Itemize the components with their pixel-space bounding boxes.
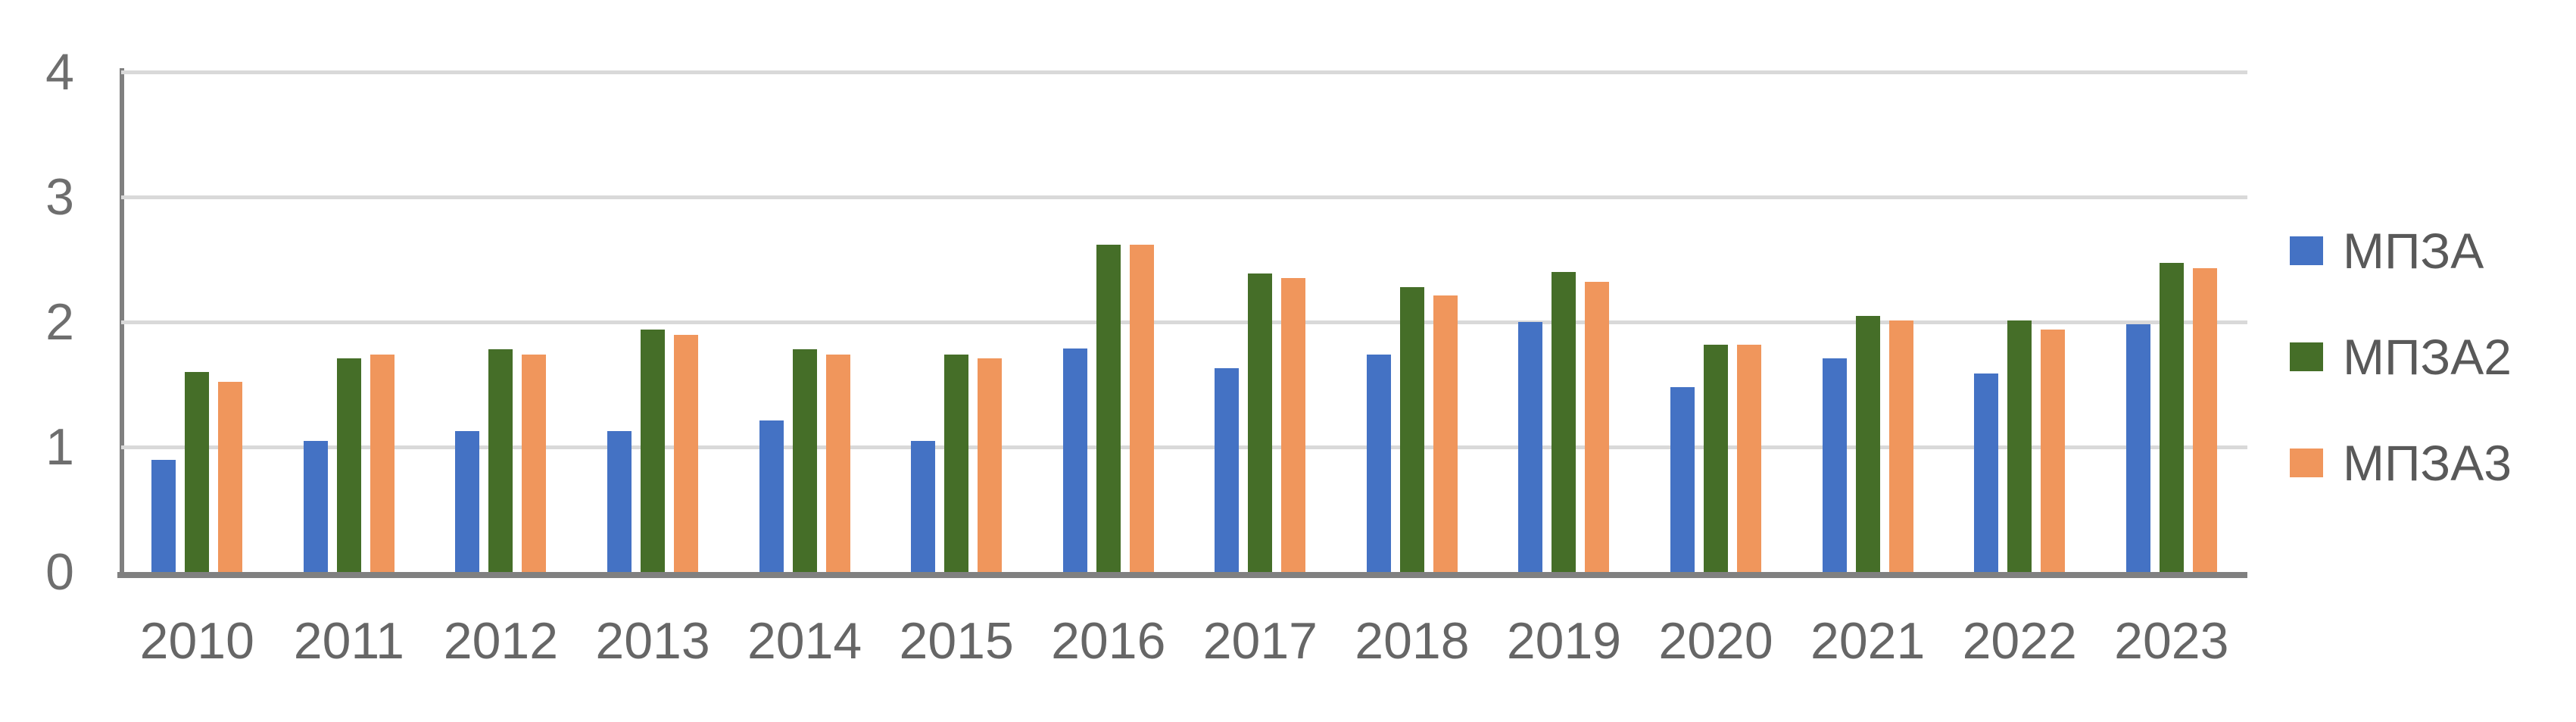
bar-МПЗА2-2015 <box>944 354 969 572</box>
bar-МПЗА3-2021 <box>1888 320 1913 572</box>
bar-МПЗА-2016 <box>1062 348 1087 572</box>
x-tick-label-2020: 2020 <box>1658 612 1773 670</box>
bar-МПЗА2-2011 <box>336 358 361 572</box>
bar-МПЗА2-2016 <box>1096 244 1121 572</box>
bar-МПЗА-2013 <box>607 430 632 572</box>
legend-label: МПЗА3 <box>2343 435 2512 491</box>
legend: МПЗА МПЗА2 МПЗА3 <box>2290 226 2512 488</box>
plot-area <box>121 70 2247 572</box>
bar-МПЗА-2020 <box>1670 386 1695 572</box>
bar-МПЗА-2023 <box>2125 324 2150 572</box>
x-tick-label-2013: 2013 <box>595 612 710 670</box>
bar-МПЗА3-2019 <box>1585 282 1610 572</box>
bar-МПЗА2-2018 <box>1399 286 1424 572</box>
category-group-2010 <box>121 72 273 572</box>
legend-label: МПЗА2 <box>2343 329 2512 385</box>
x-tick-label-2023: 2023 <box>2114 612 2229 670</box>
bar-МПЗА3-2010 <box>218 382 243 572</box>
category-group-2014 <box>728 72 881 572</box>
x-tick-label-2014: 2014 <box>747 612 862 670</box>
x-tick-label-2011: 2011 <box>293 612 404 670</box>
bar-МПЗА3-2018 <box>1433 295 1458 572</box>
bar-МПЗА3-2015 <box>978 358 1003 572</box>
y-tick-label: 1 <box>45 418 74 476</box>
bar-МПЗА3-2022 <box>2041 329 2066 572</box>
y-tick-label: 0 <box>45 543 74 601</box>
bar-МПЗА2-2013 <box>641 329 666 572</box>
legend-label: МПЗА <box>2343 223 2484 279</box>
x-tick-label-2019: 2019 <box>1506 612 1622 670</box>
legend-swatch-icon <box>2290 342 2323 371</box>
bar-МПЗА2-2020 <box>1704 344 1729 572</box>
x-tick-label-2012: 2012 <box>443 612 559 670</box>
gridline-y2 <box>121 320 2247 324</box>
category-group-2022 <box>1944 72 2096 572</box>
y-tick-label: 4 <box>45 43 74 101</box>
bar-МПЗА-2011 <box>303 440 328 572</box>
y-tick-label: 2 <box>45 293 74 351</box>
bars-row <box>121 72 2247 572</box>
x-tick-label-2016: 2016 <box>1051 612 1166 670</box>
category-group-2013 <box>577 72 729 572</box>
bar-МПЗА3-2014 <box>825 354 850 572</box>
bar-МПЗА2-2014 <box>792 349 817 572</box>
category-group-2020 <box>1640 72 1792 572</box>
x-tick-label-2015: 2015 <box>899 612 1014 670</box>
bar-МПЗА3-2023 <box>2192 268 2217 572</box>
x-tick-label-2021: 2021 <box>1810 612 1926 670</box>
legend-item-МПЗА3: МПЗА3 <box>2290 438 2512 488</box>
gridline-y4 <box>121 70 2247 74</box>
legend-item-МПЗА2: МПЗА2 <box>2290 332 2512 382</box>
bar-МПЗА3-2013 <box>674 334 699 572</box>
bar-МПЗА-2022 <box>1974 373 1999 572</box>
bar-МПЗА2-2012 <box>488 349 513 572</box>
category-group-2012 <box>425 72 577 572</box>
y-tick-label: 3 <box>45 168 74 226</box>
bar-МПЗА3-2012 <box>522 354 547 572</box>
bar-МПЗА3-2017 <box>1281 278 1306 572</box>
bar-МПЗА2-2023 <box>2159 263 2184 572</box>
bar-МПЗА2-2021 <box>1855 315 1880 572</box>
gridline-y3 <box>121 195 2247 199</box>
bar-МПЗА2-2010 <box>185 372 210 572</box>
bar-МПЗА-2021 <box>1822 358 1847 572</box>
bar-МПЗА-2015 <box>911 440 936 572</box>
bar-МПЗА-2018 <box>1366 354 1391 572</box>
legend-swatch-icon <box>2290 236 2323 265</box>
category-group-2016 <box>1032 72 1184 572</box>
bar-МПЗА3-2020 <box>1737 344 1762 572</box>
category-group-2015 <box>881 72 1033 572</box>
bar-МПЗА2-2017 <box>1248 273 1273 572</box>
category-group-2018 <box>1336 72 1489 572</box>
category-group-2011 <box>273 72 426 572</box>
bar-МПЗА2-2019 <box>1552 272 1576 572</box>
category-group-2019 <box>1488 72 1640 572</box>
legend-item-МПЗА: МПЗА <box>2290 226 2512 276</box>
bar-МПЗА-2017 <box>1215 368 1240 572</box>
bar-МПЗА-2019 <box>1518 322 1543 572</box>
bar-МПЗА-2014 <box>759 420 784 572</box>
bar-МПЗА3-2011 <box>370 354 395 572</box>
x-tick-label-2017: 2017 <box>1202 612 1318 670</box>
y-axis-ticks: 0 1 2 3 4 <box>0 46 85 598</box>
x-tick-label-2018: 2018 <box>1355 612 1470 670</box>
bar-МПЗА-2012 <box>455 430 480 572</box>
x-axis-line <box>117 572 2247 578</box>
legend-swatch-icon <box>2290 449 2323 477</box>
gridline-y1 <box>121 445 2247 449</box>
bar-МПЗА3-2016 <box>1129 244 1154 572</box>
category-group-2017 <box>1184 72 1336 572</box>
x-axis-ticks: 2010 2011 2012 2013 2014 2015 2016 2017 2018 2019… <box>121 615 2247 667</box>
bar-МПЗА2-2022 <box>2007 320 2032 572</box>
x-tick-label-2022: 2022 <box>1962 612 2077 670</box>
category-group-2021 <box>1792 72 1944 572</box>
x-tick-label-2010: 2010 <box>139 612 254 670</box>
bar-МПЗА-2010 <box>151 459 176 572</box>
category-group-2023 <box>2096 72 2248 572</box>
